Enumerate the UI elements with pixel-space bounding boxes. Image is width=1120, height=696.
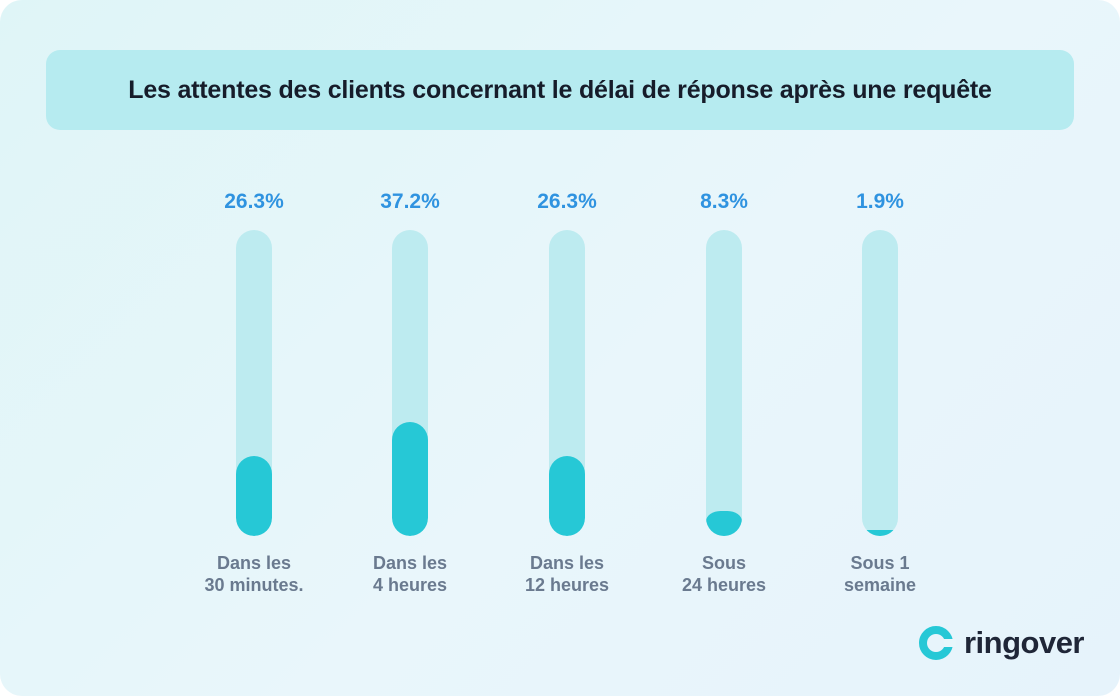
bar-value-label: 26.3% [537, 190, 597, 213]
category-label: Sous 24 heures [634, 552, 814, 596]
category-label-line: 24 heures [681, 575, 767, 595]
bar-column: 37.2% Dans les 4 heures [320, 190, 500, 610]
bar-column: 26.3% Dans les 12 heures [477, 190, 657, 610]
bar-track [549, 230, 585, 536]
category-label: Sous 1 semaine [790, 552, 970, 596]
bar [549, 455, 585, 536]
category-label: Dans les 30 minutes. [164, 552, 344, 596]
bar [392, 422, 428, 536]
category-label-line: Sous 1 [850, 553, 910, 573]
ringover-logo-text: ringover [963, 625, 1085, 660]
bar [862, 530, 898, 536]
category-label-line: Dans les [372, 553, 448, 573]
category-label-line: 30 minutes. [204, 575, 304, 595]
category-label-line: 4 heures [372, 575, 448, 595]
bar-column: 26.3% Dans les 30 minutes. [164, 190, 344, 610]
category-label-line: Dans les [529, 553, 605, 573]
category-label-line: Dans les [216, 553, 292, 573]
bar-value-label: 8.3% [700, 190, 748, 213]
title-banner: Les attentes des clients concernant le d… [46, 50, 1074, 130]
bar-value-label: 26.3% [224, 190, 284, 213]
bar-track [236, 230, 272, 536]
category-label-line: 12 heures [524, 575, 610, 595]
category-label-line: semaine [843, 575, 917, 595]
bar-value-label: 37.2% [380, 190, 440, 213]
bar-column: 1.9% Sous 1 semaine [790, 190, 970, 610]
bar-track [706, 230, 742, 536]
category-label: Dans les 12 heures [477, 552, 657, 596]
ringover-logo-icon [918, 626, 956, 660]
ringover-logo: ringover [916, 622, 1085, 664]
bar-value-label: 1.9% [856, 190, 904, 213]
bar-track [862, 230, 898, 536]
bar [706, 510, 742, 536]
chart-title: Les attentes des clients concernant le d… [128, 75, 992, 104]
category-label-line: Sous [701, 553, 746, 573]
bar-column: 8.3% Sous 24 heures [634, 190, 814, 610]
bar [236, 455, 272, 536]
category-label: Dans les 4 heures [320, 552, 500, 596]
bar-track [392, 230, 428, 536]
